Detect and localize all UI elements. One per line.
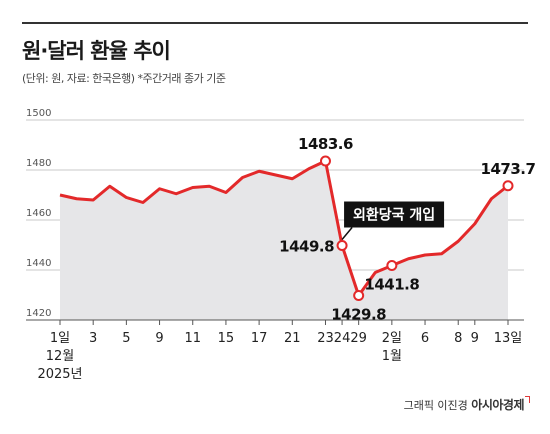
brand-logo: 아시아경제 xyxy=(471,398,524,412)
point-markers xyxy=(319,155,514,301)
x-sub-label: 2025년 xyxy=(37,367,82,382)
x-tick-label: 1일 xyxy=(50,331,70,346)
point-marker xyxy=(502,180,514,192)
x-tick-label: 21 xyxy=(284,331,301,346)
data-label: 1473.7 xyxy=(481,160,536,178)
data-label: 1449.8 xyxy=(279,238,334,256)
area-fill xyxy=(60,161,508,320)
x-tick-label: 6 xyxy=(421,331,429,346)
x-tick-label: 9 xyxy=(155,331,163,346)
point-marker xyxy=(319,155,331,167)
y-tick-label: 1440 xyxy=(26,258,51,269)
x-tick-label: 3 xyxy=(89,331,97,346)
data-label: 1483.6 xyxy=(298,135,353,153)
x-tick-label: 8 xyxy=(454,331,462,346)
y-tick-label: 1420 xyxy=(26,308,51,319)
brand-mark-icon xyxy=(525,396,530,403)
callout-pointer xyxy=(341,227,353,240)
credit: 그래픽 이진경 아시아경제 xyxy=(404,396,530,413)
callout-box xyxy=(344,201,445,228)
chart-subtitle: (단위: 원, 자료: 한국은행) *주간거래 종가 기준 xyxy=(22,72,226,85)
y-axis-labels: 1420 1440 1460 1480 1500 xyxy=(26,108,51,319)
x-tick-label: 9 xyxy=(471,331,479,346)
y-tick-label: 1480 xyxy=(26,158,51,169)
data-label: 1429.8 xyxy=(331,306,386,324)
x-tick-label: 24 xyxy=(334,331,351,346)
x-tick-label: 29 xyxy=(350,331,367,346)
x-sub-label: 12월 xyxy=(46,349,75,364)
chart-title: 원·달러 환율 추이 xyxy=(22,39,171,63)
x-tick-label: 13일 xyxy=(494,331,523,346)
x-tick-label: 15 xyxy=(218,331,235,346)
credit-text: 그래픽 이진경 xyxy=(403,399,468,412)
series-line xyxy=(59,159,509,297)
callout: 외환당국 개입 xyxy=(341,201,445,240)
y-tick-label: 1460 xyxy=(26,208,51,219)
point-marker xyxy=(386,260,398,271)
callout-text: 외환당국 개입 xyxy=(353,207,435,224)
x-sub-label: 1월 xyxy=(382,349,402,364)
point-marker xyxy=(336,240,348,251)
x-tick-label: 23 xyxy=(317,331,334,346)
x-tick-label: 5 xyxy=(122,331,130,346)
top-rule xyxy=(22,22,528,24)
data-labels: 1483.6 1449.8 1429.8 1441.8 1473.7 xyxy=(279,135,536,324)
x-tick-label: 11 xyxy=(184,331,201,346)
x-tick-label: 17 xyxy=(251,331,268,346)
point-marker xyxy=(353,290,365,301)
y-tick-label: 1500 xyxy=(26,108,51,119)
x-tick-label: 2일 xyxy=(382,331,402,346)
data-label: 1441.8 xyxy=(364,276,419,294)
